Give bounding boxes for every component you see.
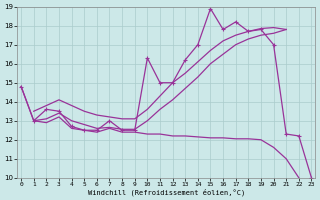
X-axis label: Windchill (Refroidissement éolien,°C): Windchill (Refroidissement éolien,°C) (88, 188, 245, 196)
